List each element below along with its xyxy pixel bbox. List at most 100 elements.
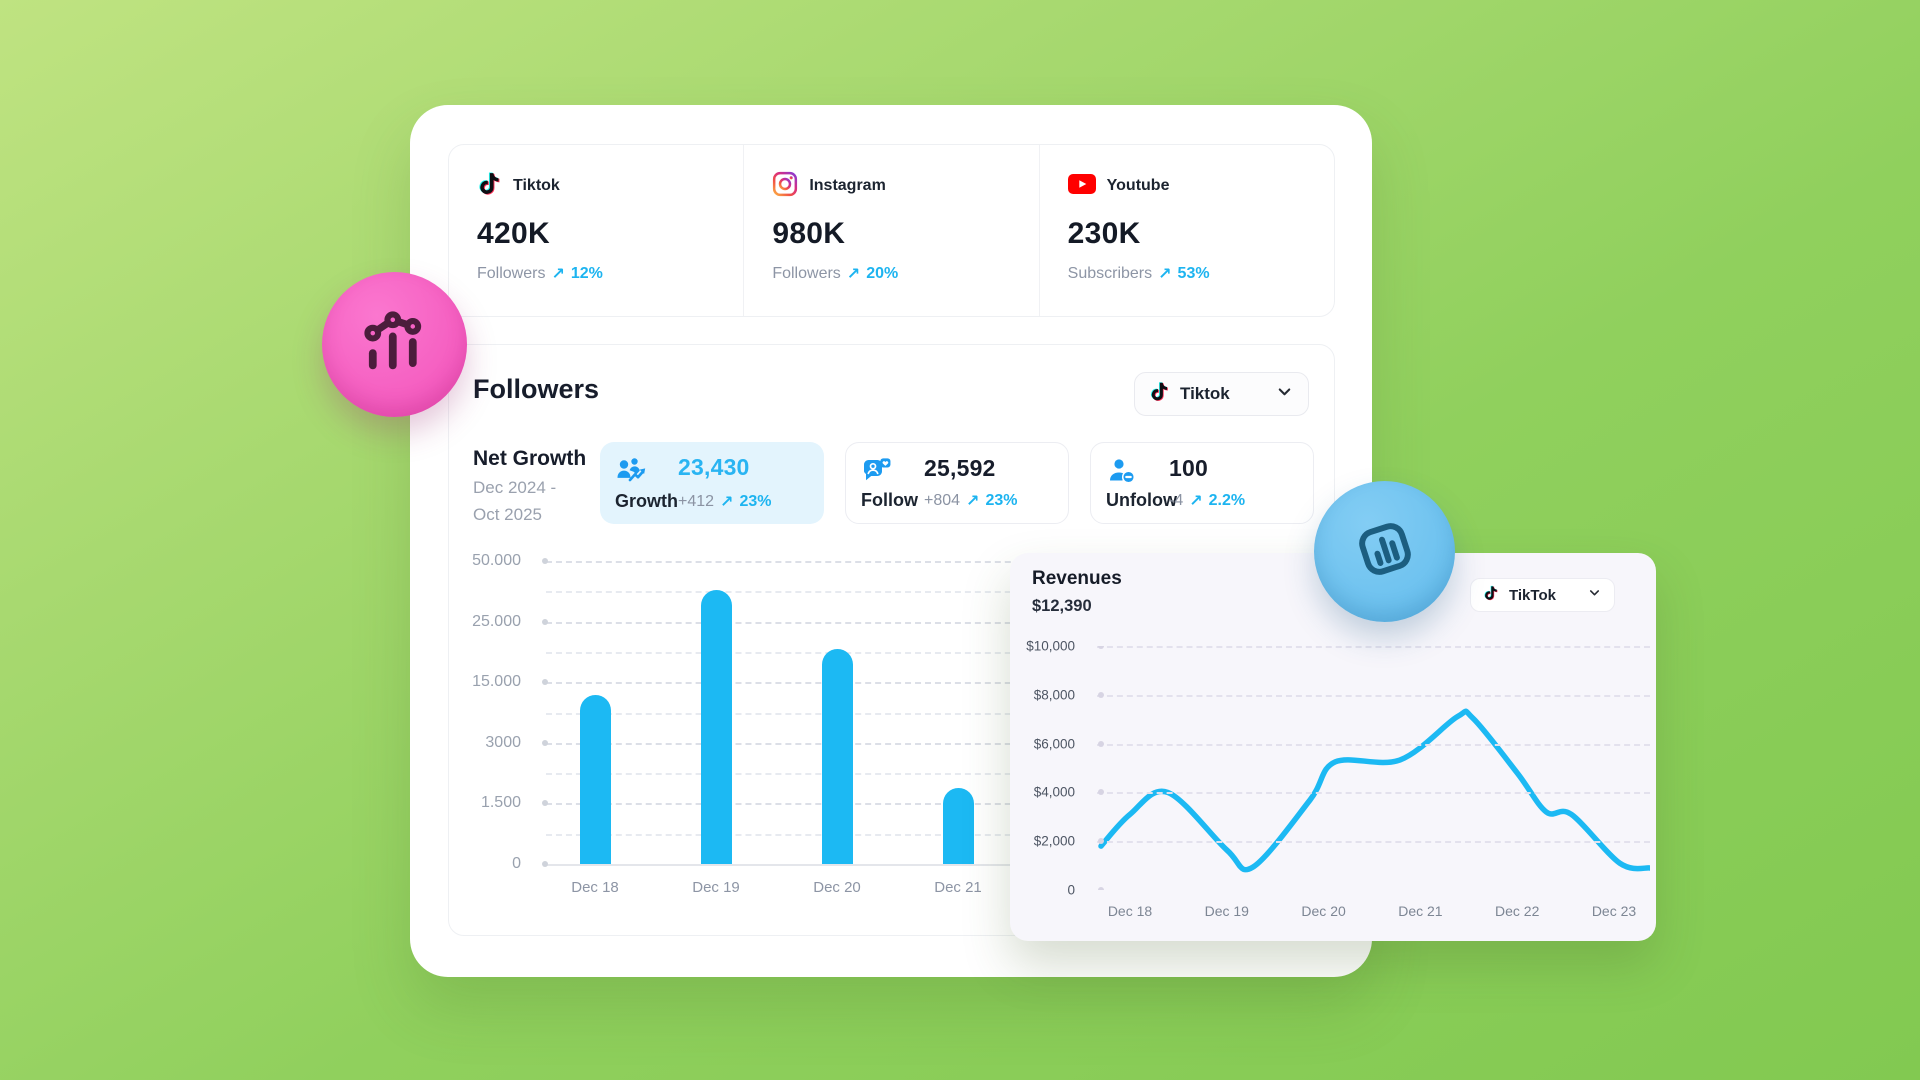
y-tick-label: $6,000 [1033, 736, 1075, 752]
x-tick-label: Dec 20 [1301, 903, 1346, 919]
platform-stats-card: Tiktok 420K Followers ↗ 12% [448, 144, 1335, 317]
x-tick-label: Dec 21 [934, 879, 982, 896]
x-tick-label: Dec 20 [813, 879, 861, 896]
x-tick-label: Dec 19 [1204, 903, 1249, 919]
followers-count: 420K [477, 217, 550, 250]
grid-dot [542, 618, 548, 625]
unfollow-value: 100 [1169, 455, 1208, 481]
growth-delta: +412 [678, 493, 715, 510]
growth-icon [615, 454, 647, 486]
subscribers-count: 230K [1067, 217, 1141, 250]
x-tick-label: Dec 21 [1398, 903, 1443, 919]
instagram-stat-column: Instagram 980K Followers ↗ 20% [743, 145, 1038, 316]
revenues-platform-dropdown[interactable]: TikTok [1470, 578, 1615, 612]
net-growth-title: Net Growth [473, 447, 587, 470]
y-tick-label: 50.000 [472, 552, 521, 569]
x-tick-label: Dec 22 [1495, 903, 1540, 919]
followers-chart-y-axis: 0 1.500 3000 15.000 25.000 50.000 [449, 552, 521, 872]
growth-percent: 23% [739, 493, 772, 510]
unfollow-percent: 2.2% [1208, 492, 1246, 509]
grid-dot [1098, 691, 1104, 698]
unfollow-icon [1106, 455, 1138, 487]
y-tick-label: 0 [512, 855, 521, 872]
x-tick-label: Dec 18 [571, 879, 619, 896]
grid-dot [542, 861, 548, 867]
trend-up-arrow-icon: ↗ [846, 266, 861, 283]
y-tick-label: $8,000 [1033, 687, 1075, 703]
unfollow-stat-chip[interactable]: 100 Unfolow -4 ↗ 2.2% [1090, 442, 1314, 524]
follow-stat-chip[interactable]: 25,592 Follow +804 ↗ 23% [845, 442, 1069, 524]
change-percent: 53% [1177, 265, 1210, 282]
y-tick-label: 1.500 [480, 794, 521, 812]
change-percent: 20% [866, 265, 899, 282]
growth-value: 23,430 [678, 454, 750, 480]
metric-label: Followers [772, 265, 841, 282]
y-tick-label: 25.000 [472, 612, 521, 630]
followers-platform-dropdown[interactable]: Tiktok [1134, 372, 1309, 416]
bar-dec-18 [579, 694, 611, 864]
grid-dot [1098, 789, 1104, 796]
y-tick-label: 3000 [485, 733, 521, 751]
bar-dec-19 [700, 590, 732, 864]
revenue-line [1098, 708, 1650, 873]
grid-line [1097, 694, 1650, 697]
chevron-down-icon [1275, 382, 1294, 406]
tiktok-stat-column: Tiktok 420K Followers ↗ 12% [449, 145, 743, 316]
growth-stat-chip[interactable]: 23,430 Growth +412 ↗ 23% [600, 442, 824, 524]
y-tick-label: $2,000 [1033, 833, 1075, 849]
y-tick-label: 15.000 [472, 673, 521, 691]
grid-line [1097, 646, 1650, 648]
y-tick-label: 0 [1067, 882, 1075, 898]
grid-dot [1098, 740, 1104, 747]
period-line-2: Oct 2025 [473, 505, 542, 524]
tiktok-icon [477, 171, 502, 201]
metric-label: Subscribers [1067, 265, 1153, 282]
followers-section-title: Followers [473, 374, 600, 404]
dropdown-selected-value: TikTok [1509, 586, 1556, 604]
revenues-card: Revenues $12,390 TikTok 0 $2,000 $4,000 $6,… [1010, 553, 1656, 941]
tiktok-icon [1483, 585, 1499, 606]
grid-dot [1098, 646, 1104, 649]
blue-chart-badge [1314, 481, 1455, 622]
chevron-down-icon [1587, 585, 1602, 605]
follow-label: Follow [861, 490, 918, 510]
follow-delta: +804 [924, 492, 961, 509]
revenue-chart-y-axis: 0 $2,000 $4,000 $6,000 $8,000 $10,000 [1010, 639, 1075, 898]
revenues-total: $12,390 [1032, 597, 1092, 615]
trend-up-arrow-icon: ↗ [1158, 266, 1172, 283]
x-tick-label: Dec 23 [1591, 903, 1637, 919]
unfollow-label: Unfolow [1106, 490, 1177, 510]
grid-line [1097, 743, 1650, 746]
growth-label: Growth [615, 491, 678, 511]
trend-up-arrow-icon: ↗ [966, 493, 980, 510]
revenue-chart-x-axis: Dec 18 Dec 19 Dec 20 Dec 21 Dec 22 Dec 23 [1097, 903, 1650, 927]
revenues-title: Revenues [1032, 568, 1122, 589]
dropdown-selected-value: Tiktok [1180, 384, 1230, 403]
platform-name: Instagram [809, 177, 886, 194]
platform-name: Tiktok [513, 177, 560, 194]
revenue-line-svg [1098, 708, 1650, 873]
bar-dec-20 [821, 648, 853, 864]
youtube-stat-column: Youtube 230K Subscribers ↗ 53% [1038, 145, 1334, 316]
youtube-icon [1067, 173, 1096, 199]
grid-dot [542, 558, 548, 564]
instagram-icon [772, 171, 798, 202]
grid-line [1097, 841, 1650, 844]
change-percent: 12% [570, 265, 603, 282]
tiktok-icon [1149, 381, 1170, 407]
pink-chart-badge [322, 272, 467, 417]
trend-up-arrow-icon: ↗ [1189, 493, 1203, 510]
grid-dot [542, 679, 548, 686]
grid-dot [1098, 887, 1104, 890]
followers-count: 980K [772, 217, 846, 250]
x-tick-label: Dec 19 [692, 879, 740, 896]
metric-label: Followers [477, 265, 546, 282]
grid-dot [1098, 838, 1104, 845]
x-tick-label: Dec 18 [1107, 903, 1153, 919]
grid-line [1097, 792, 1650, 795]
bar-chart-square-icon [1346, 510, 1424, 593]
platform-name: Youtube [1106, 177, 1170, 194]
trend-up-arrow-icon: ↗ [551, 266, 565, 283]
y-tick-label: $4,000 [1033, 784, 1075, 800]
